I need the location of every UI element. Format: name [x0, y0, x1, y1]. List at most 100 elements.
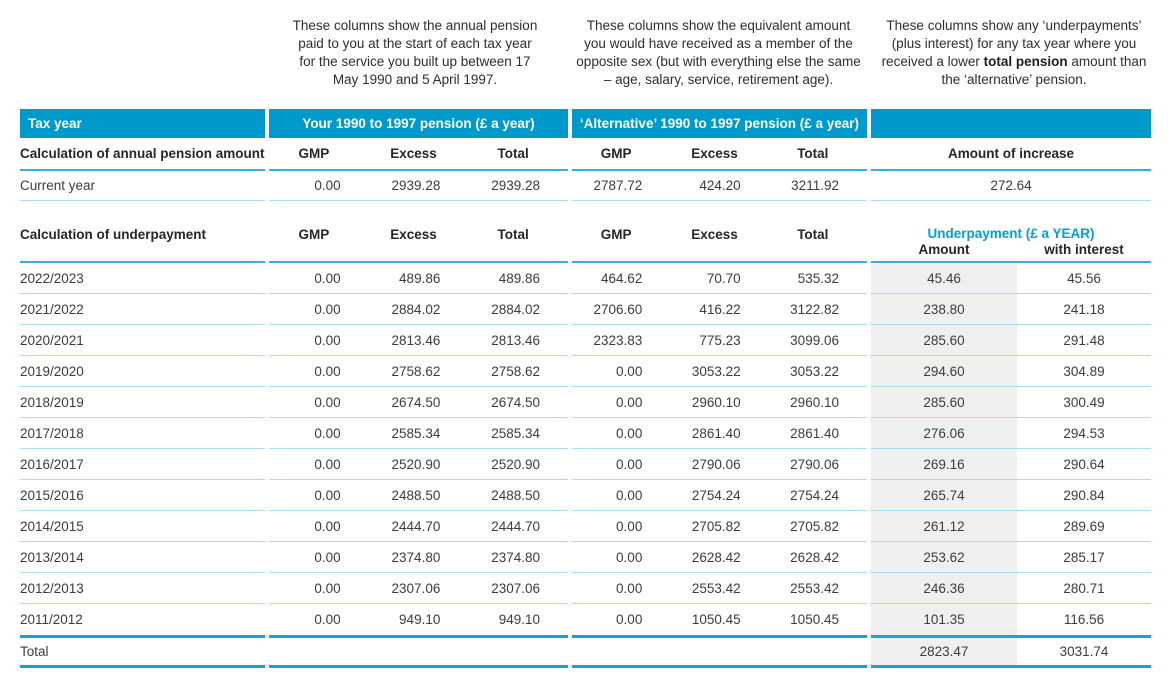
- value-cell: 0.00: [616, 580, 643, 596]
- value-cell: 2754.24: [790, 487, 839, 503]
- value-cell: 2628.42: [790, 549, 839, 565]
- underpayment-amount-cell: 253.62: [871, 542, 1017, 572]
- value-cell: 424.20: [699, 178, 741, 193]
- total-label: Total: [20, 635, 265, 668]
- value-cell: 0.00: [314, 363, 341, 379]
- value-cell: 0.00: [314, 612, 341, 627]
- value-cell: 2444.70: [491, 518, 541, 534]
- your-pension-values: 0.00 2444.70 2444.70: [269, 511, 568, 542]
- underpayment-values: 261.12 289.69: [871, 511, 1151, 542]
- underpayment-with-interest-cell: 45.56: [1067, 270, 1101, 286]
- alternative-pension-values: 0.00 2553.42 2553.42: [572, 573, 867, 604]
- tax-year-cell: 2016/2017: [20, 449, 265, 480]
- underpayment-with-interest-cell: 289.69: [1063, 518, 1105, 534]
- value-cell: 0.00: [616, 394, 643, 410]
- value-cell: 2628.42: [691, 549, 741, 565]
- your-pension-values: 0.00 2813.46 2813.46: [269, 325, 568, 356]
- underpayment-values: 294.60 304.89: [871, 356, 1151, 387]
- alternative-pension-values: 464.62 70.70 535.32: [572, 263, 867, 294]
- note-your-pension: These columns show the annual pension pa…: [292, 18, 538, 87]
- value-cell: 0.00: [314, 178, 341, 193]
- value-cell: 2520.90: [391, 456, 441, 472]
- value-cell: 0.00: [314, 394, 341, 410]
- value-cell: 0.00: [314, 301, 341, 317]
- tax-year-cell: 2015/2016: [20, 480, 265, 511]
- underpayment-with-interest-cell: 294.53: [1063, 425, 1105, 441]
- underpayment-with-interest-cell: 285.17: [1063, 549, 1105, 565]
- table-header-band: Tax year Your 1990 to 1997 pension (£ a …: [20, 109, 1151, 138]
- alternative-pension-values: 0.00 2628.42 2628.42: [572, 542, 867, 573]
- column-header-with-interest: with interest: [1044, 242, 1124, 257]
- underpayment-section-label: Calculation of underpayment: [20, 224, 265, 263]
- value-cell: 2758.62: [491, 363, 541, 379]
- underpayment-values: 45.46 45.56: [871, 263, 1151, 294]
- underpayment-amount-cell: 246.36: [871, 573, 1017, 603]
- your-pension-values: 0.00 949.10 949.10: [269, 604, 568, 635]
- pension-table: Tax year Your 1990 to 1997 pension (£ a …: [20, 109, 1151, 668]
- value-cell: 3211.92: [791, 178, 839, 193]
- underpayment-with-interest-cell: 280.71: [1063, 580, 1105, 596]
- column-header-gmp: GMP: [298, 146, 330, 161]
- table-row: 2022/2023 0.00 489.86 489.86 464.62 70.70 535.…: [20, 263, 1151, 294]
- value-cell: 2585.34: [491, 425, 541, 441]
- annual-pension-header-row: Calculation of annual pension amount GMP…: [20, 138, 1151, 171]
- value-cell: 2374.80: [491, 549, 541, 565]
- table-row: 2018/2019 0.00 2674.50 2674.50 0.00 2960.10 29…: [20, 387, 1151, 418]
- annual-increase-column: Amount of increase: [871, 138, 1151, 171]
- underpayment-values: 285.60 300.49: [871, 387, 1151, 418]
- value-cell: 2674.50: [491, 394, 541, 410]
- current-year-your-values: 0.00 2939.28 2939.28: [269, 171, 568, 201]
- tax-year-cell: 2013/2014: [20, 542, 265, 573]
- underpayment-values: 269.16 290.64: [871, 449, 1151, 480]
- underpayment-amount-cell: 276.06: [871, 418, 1017, 448]
- amount-of-increase-cell: 272.64: [990, 178, 1032, 193]
- total-amount-cell: 2823.47: [871, 638, 1017, 665]
- tax-year-cell: 2021/2022: [20, 294, 265, 325]
- column-header-gmp: GMP: [600, 146, 632, 161]
- table-row: 2020/2021 0.00 2813.46 2813.46 2323.83 775.23…: [20, 325, 1151, 356]
- underpayment-amount-columns: Underpayment (£ a YEAR) Amount with inte…: [871, 224, 1151, 263]
- value-cell: 2553.42: [691, 580, 741, 596]
- value-cell: 2939.28: [391, 178, 441, 193]
- column-header-amount: Amount: [918, 242, 970, 257]
- tax-year-cell: 2014/2015: [20, 511, 265, 542]
- value-cell: 2553.42: [790, 580, 839, 596]
- header-underpayment-group: [871, 109, 1151, 138]
- value-cell: 2674.50: [391, 394, 441, 410]
- value-cell: 0.00: [314, 518, 341, 534]
- annual-your-columns: GMP Excess Total: [269, 138, 568, 171]
- value-cell: 2884.02: [491, 301, 541, 317]
- underpayment-alternative-columns: GMP Excess Total: [572, 224, 867, 263]
- tax-year-cell: 2011/2012: [20, 612, 83, 627]
- underpayment-rows: 2022/2023 0.00 489.86 489.86 464.62 70.70 535.…: [20, 263, 1151, 635]
- value-cell: 2520.90: [491, 456, 541, 472]
- value-cell: 2790.06: [790, 456, 839, 472]
- value-cell: 416.22: [699, 301, 741, 317]
- table-row: 2019/2020 0.00 2758.62 2758.62 0.00 3053.22 30…: [20, 356, 1151, 387]
- underpayment-amount-cell: 101.35: [871, 604, 1017, 635]
- value-cell: 949.10: [498, 612, 541, 627]
- value-cell: 1050.45: [790, 612, 839, 627]
- value-cell: 0.00: [616, 363, 643, 379]
- value-cell: 2884.02: [391, 301, 441, 317]
- underpayment-values: 285.60 291.48: [871, 325, 1151, 356]
- underpayment-amount-cell: 238.80: [871, 294, 1017, 324]
- total-empty-your: [269, 635, 568, 668]
- value-cell: 0.00: [314, 270, 341, 286]
- underpayment-values: 276.06 294.53: [871, 418, 1151, 449]
- table-row: 2015/2016 0.00 2488.50 2488.50 0.00 2754.24 27…: [20, 480, 1151, 511]
- value-cell: 0.00: [314, 487, 341, 503]
- table-row: 2016/2017 0.00 2520.90 2520.90 0.00 2790.06 27…: [20, 449, 1151, 480]
- underpayment-amount-cell: 45.46: [871, 263, 1017, 293]
- alternative-pension-values: 0.00 2705.82 2705.82: [572, 511, 867, 542]
- value-cell: 2705.82: [790, 518, 839, 534]
- value-cell: 2790.06: [691, 456, 741, 472]
- value-cell: 3122.82: [790, 301, 839, 317]
- alternative-pension-values: 0.00 2861.40 2861.40: [572, 418, 867, 449]
- current-year-row: Current year 0.00 2939.28 2939.28 2787.7…: [20, 171, 1151, 201]
- total-underpayment-values: 2823.47 3031.74: [871, 635, 1151, 668]
- value-cell: 2488.50: [391, 487, 441, 503]
- column-header-total: Total: [797, 227, 829, 242]
- your-pension-values: 0.00 2884.02 2884.02: [269, 294, 568, 325]
- underpayment-header-row: Calculation of underpayment GMP Excess T…: [20, 224, 1151, 263]
